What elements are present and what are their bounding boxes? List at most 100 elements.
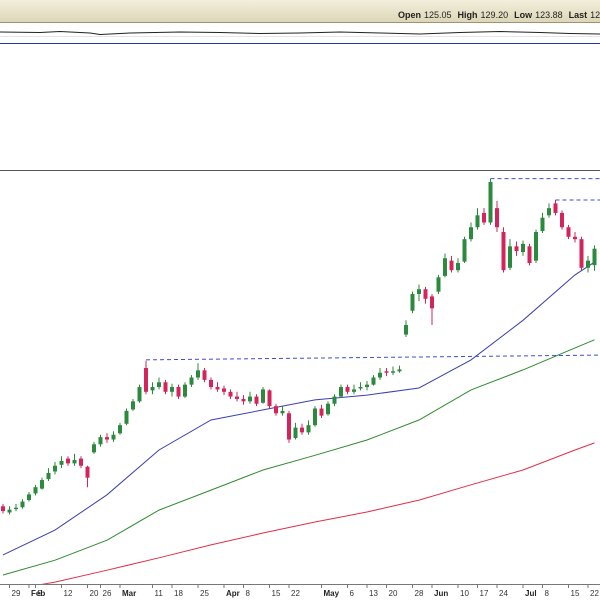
candle-body bbox=[27, 494, 31, 501]
x-tick-label: 28 bbox=[415, 589, 424, 598]
candle-body bbox=[144, 367, 148, 392]
header-value: 123.88 bbox=[535, 10, 563, 20]
indicator-line bbox=[0, 30, 600, 36]
candle-body bbox=[183, 384, 187, 397]
x-tick-label: Jul bbox=[525, 589, 537, 598]
candle-body bbox=[222, 388, 226, 392]
candle-body bbox=[586, 260, 590, 268]
candle-body bbox=[534, 232, 538, 261]
candle-body bbox=[365, 384, 369, 388]
candle-body bbox=[482, 212, 486, 223]
candle-body bbox=[475, 215, 480, 228]
candle-body bbox=[170, 387, 174, 392]
x-tick-label: 22 bbox=[590, 589, 599, 598]
candle-body bbox=[384, 371, 389, 373]
x-tick-label: 26 bbox=[103, 589, 112, 598]
candle-body bbox=[124, 410, 129, 424]
candle-body bbox=[137, 387, 142, 402]
candle-body bbox=[267, 390, 272, 407]
candle-body bbox=[449, 260, 454, 271]
candle-body bbox=[92, 444, 96, 453]
candle-body bbox=[339, 387, 343, 397]
x-tick-label: 15 bbox=[272, 589, 281, 598]
candle-body bbox=[293, 427, 298, 439]
candle-body bbox=[287, 413, 291, 440]
candle-body bbox=[118, 425, 122, 434]
candle-body bbox=[553, 203, 558, 213]
candle-body bbox=[326, 403, 330, 415]
x-tick-label: 6 bbox=[350, 589, 355, 598]
candle-body bbox=[378, 372, 382, 378]
candle-body bbox=[313, 408, 317, 426]
candle-body bbox=[514, 246, 519, 252]
candle-body bbox=[508, 246, 512, 268]
x-tick-label: 25 bbox=[200, 589, 209, 598]
x-tick-label: 11 bbox=[155, 589, 164, 598]
moving-average bbox=[2, 261, 595, 556]
candle-body bbox=[7, 509, 12, 513]
candle-body bbox=[72, 460, 77, 464]
candle-body bbox=[560, 212, 564, 228]
candle-body bbox=[274, 406, 278, 414]
header-value: 125.05 bbox=[424, 10, 452, 20]
x-tick-label: 5 bbox=[38, 589, 43, 598]
candle-body bbox=[40, 480, 44, 489]
candle-body bbox=[358, 387, 363, 389]
moving-average bbox=[2, 339, 595, 576]
candle-body bbox=[566, 227, 571, 237]
candle-body bbox=[189, 377, 194, 385]
header-bar bbox=[0, 0, 600, 22]
candle-body bbox=[150, 387, 155, 391]
candle-body bbox=[436, 277, 441, 292]
candle-body bbox=[300, 427, 304, 433]
x-tick-label: 10 bbox=[460, 589, 469, 598]
candle-body bbox=[410, 294, 415, 311]
candle-body bbox=[261, 389, 265, 403]
candle-body bbox=[254, 396, 259, 404]
x-tick-label: Apr bbox=[226, 589, 240, 598]
candle-body bbox=[157, 382, 161, 388]
x-tick-label: 15 bbox=[571, 589, 580, 598]
header-label: Open bbox=[398, 10, 421, 20]
candle-body bbox=[131, 401, 135, 410]
candle-body bbox=[573, 236, 577, 240]
candle-body bbox=[196, 370, 200, 378]
candle-body bbox=[209, 379, 213, 388]
candle-body bbox=[105, 437, 109, 440]
x-tick-label: 22 bbox=[291, 589, 300, 598]
x-tick-label: 20 bbox=[389, 589, 398, 598]
header-value: 129.20 bbox=[481, 10, 509, 20]
candle-body bbox=[66, 458, 70, 464]
resistance-line bbox=[145, 354, 600, 361]
candle-body bbox=[352, 389, 356, 392]
candle-body bbox=[280, 410, 285, 414]
candle-body bbox=[397, 369, 402, 372]
candle-body bbox=[579, 239, 584, 268]
x-tick-label: 13 bbox=[369, 589, 378, 598]
candle-body bbox=[495, 208, 499, 228]
price-panel bbox=[1, 178, 600, 584]
header-value: 128. bbox=[590, 10, 600, 20]
candle-body bbox=[235, 396, 239, 399]
candle-body bbox=[423, 289, 428, 299]
candle-body bbox=[417, 289, 421, 295]
header-label: Last bbox=[569, 10, 588, 20]
x-tick-label: 29 bbox=[12, 589, 21, 598]
candle-body bbox=[443, 258, 447, 276]
candle-body bbox=[527, 246, 532, 264]
candle-body bbox=[332, 396, 337, 404]
candle-body bbox=[469, 227, 473, 240]
candle-body bbox=[228, 391, 233, 397]
candle-body bbox=[20, 501, 25, 508]
candle-body bbox=[33, 487, 38, 494]
candle-body bbox=[319, 408, 324, 416]
header-label: High bbox=[458, 10, 478, 20]
candle-body bbox=[456, 263, 460, 271]
x-tick-label: 8 bbox=[246, 589, 251, 598]
candle-body bbox=[176, 387, 181, 397]
candle-body bbox=[540, 217, 545, 232]
